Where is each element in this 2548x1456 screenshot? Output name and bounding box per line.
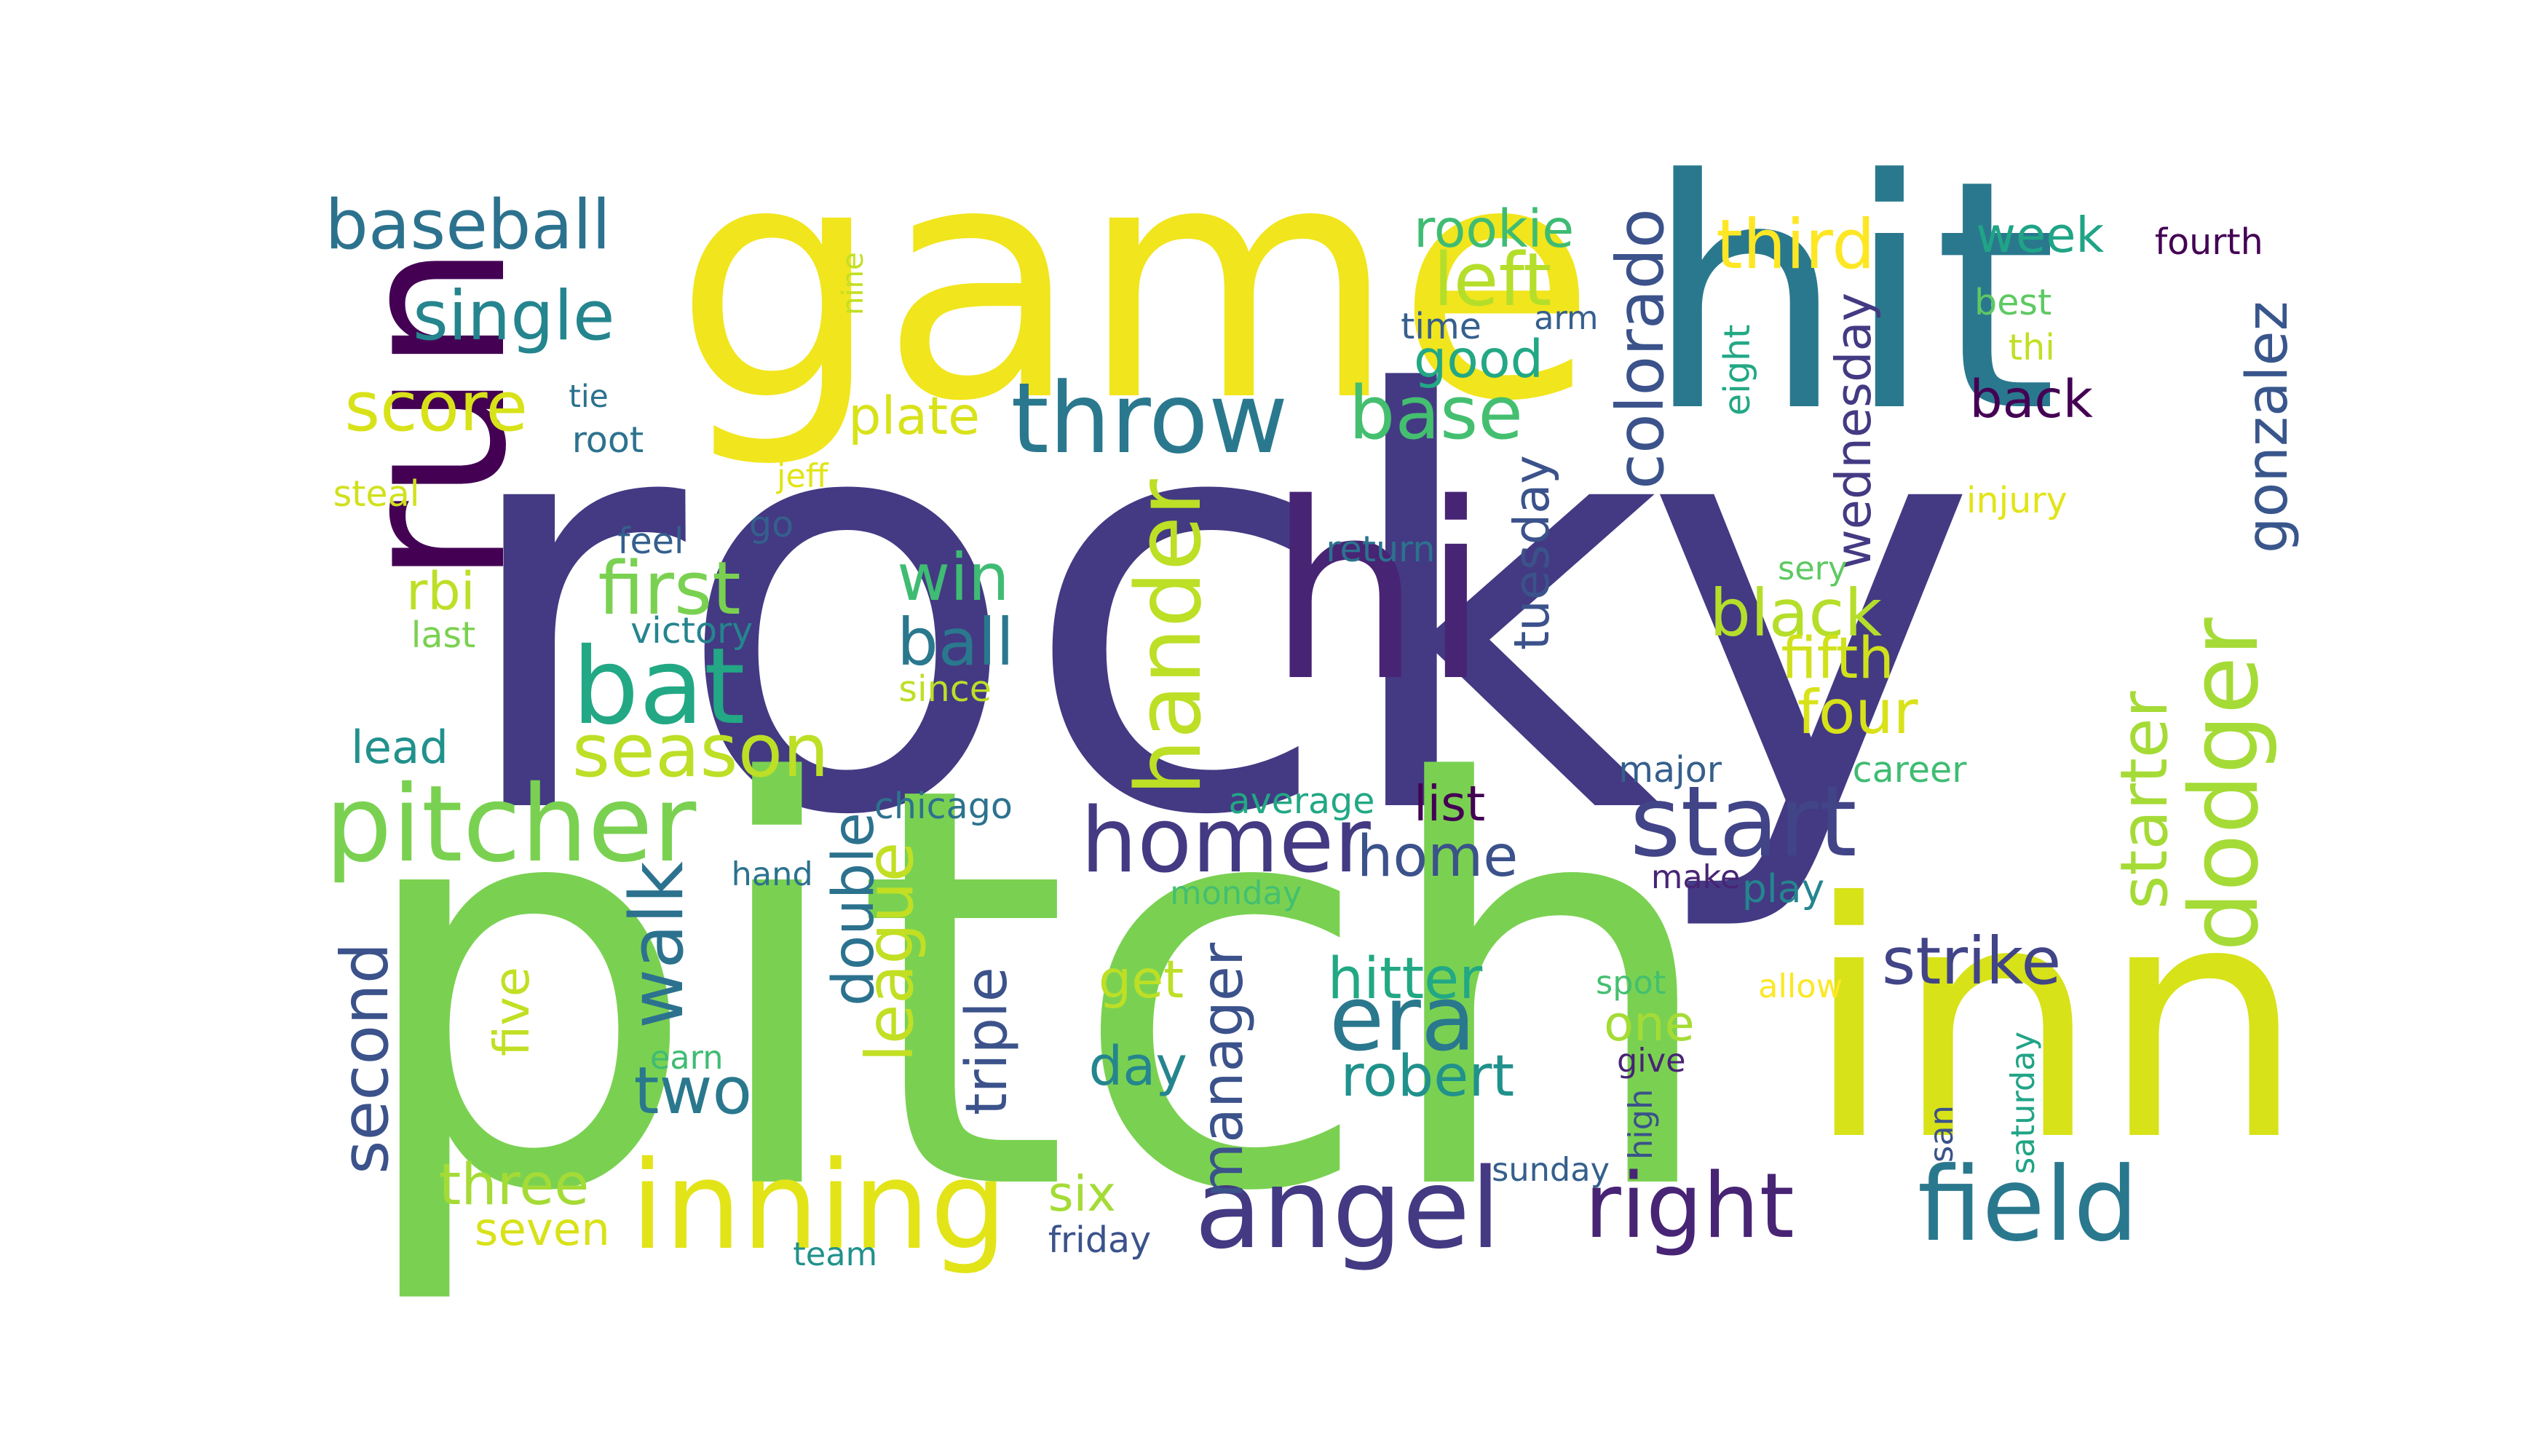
word-gonzalez: gonzalez [2234,301,2300,553]
word-win: win [897,540,1010,616]
word-day: day [1088,1035,1188,1098]
word-list: list [1413,775,1486,833]
word-jeff: jeff [776,456,828,495]
word-monday: monday [1170,874,1302,913]
word-time: time [1401,305,1482,348]
word-rookie: rookie [1413,199,1575,260]
word-manager: manager [1189,942,1256,1198]
word-first: first [598,545,741,631]
word-angel: angel [1194,1144,1501,1273]
word-sunday: sunday [1492,1150,1610,1189]
word-hit: hit [1644,111,2058,481]
word-return: return [1326,527,1436,570]
word-back: back [1969,369,2094,430]
word-home: home [1356,823,1519,890]
word-injury: injury [1966,478,2068,521]
word-wednesday: wednesday [1825,292,1883,569]
word-one: one [1604,994,1695,1052]
word-hitter: hitter [1327,945,1483,1012]
word-saturday: saturday [2003,1032,2042,1175]
word-walk: walk [614,861,700,1029]
word-feel: feel [617,519,684,562]
word-pitch: pitch [349,669,1725,1313]
word-four: four [1797,677,1918,748]
word-average: average [1228,779,1375,822]
word-eight: eight [1715,325,1758,416]
word-week: week [1976,207,2105,264]
word-strike: strike [1881,923,2062,1000]
word-root: root [571,419,644,462]
word-victory: victory [630,609,753,652]
word-high: high [1622,1088,1661,1160]
word-base: base [1348,370,1524,456]
word-spot: spot [1595,964,1666,1002]
word-last: last [411,614,476,657]
word-plate: plate [848,385,981,446]
word-allow: allow [1758,967,1843,1005]
word-homer: homer [1080,788,1371,893]
word-field: field [1917,1144,2139,1265]
word-six: six [1048,1166,1116,1223]
word-baseball: baseball [325,186,611,266]
word-tie: tie [569,379,609,415]
word-rbi: rbi [406,561,475,622]
word-team: team [793,1235,878,1273]
word-steal: steal [333,472,420,515]
word-seven: seven [474,1203,610,1257]
word-pitcher: pitcher [325,763,697,887]
word-hi: hi [1267,451,1490,735]
word-starter: starter [2106,691,2183,909]
word-earn: earn [649,1038,724,1077]
word-since: since [898,667,992,710]
word-right: right [1584,1153,1795,1258]
word-league: league [852,842,928,1063]
word-friday: friday [1048,1218,1152,1261]
word-second: second [327,942,403,1174]
word-ball: ball [897,605,1015,681]
word-hander: hander [1116,479,1221,796]
word-rocky: rocky [451,278,1979,941]
word-chicago: chicago [874,784,1013,827]
word-colorado: colorado [1602,207,1679,489]
word-fifth: fifth [1781,625,1894,692]
word-san: san [1923,1104,1961,1163]
word-tuesday: tuesday [1503,455,1561,650]
word-best: best [1974,280,2052,323]
word-career: career [1852,748,1967,791]
word-third: third [1716,205,1875,285]
word-left: left [1433,237,1552,323]
word-game: game [674,95,1597,473]
word-season: season [571,708,829,794]
word-make: make [1650,858,1741,897]
word-inning: inning [630,1135,1008,1277]
word-score: score [344,368,529,448]
word-play: play [1741,866,1825,912]
word-good: good [1413,328,1543,389]
word-dodger: dodger [2169,617,2280,952]
word-black: black [1709,576,1883,652]
word-get: get [1098,949,1184,1010]
word-nine: nine [836,252,870,315]
word-major: major [1618,748,1722,791]
word-sery: sery [1777,549,1848,587]
word-two: two [633,1053,753,1130]
word-hand: hand [731,855,813,893]
word-fourth: fourth [2154,221,2263,264]
word-go: go [749,503,794,546]
word-bat: bat [571,625,745,748]
word-inn: inn [1803,834,2306,1213]
word-lead: lead [351,720,448,774]
word-era: era [1329,967,1476,1072]
word-triple: triple [953,967,1020,1116]
word-throw: throw [1010,361,1289,475]
word-robert: robert [1340,1042,1515,1109]
word-thi: thi [2008,326,2055,369]
word-start: start [1629,764,1857,879]
word-arm: arm [1534,299,1599,338]
word-give: give [1616,1042,1686,1080]
word-single: single [412,277,615,357]
word-three: three [438,1152,590,1219]
word-five: five [483,967,540,1057]
